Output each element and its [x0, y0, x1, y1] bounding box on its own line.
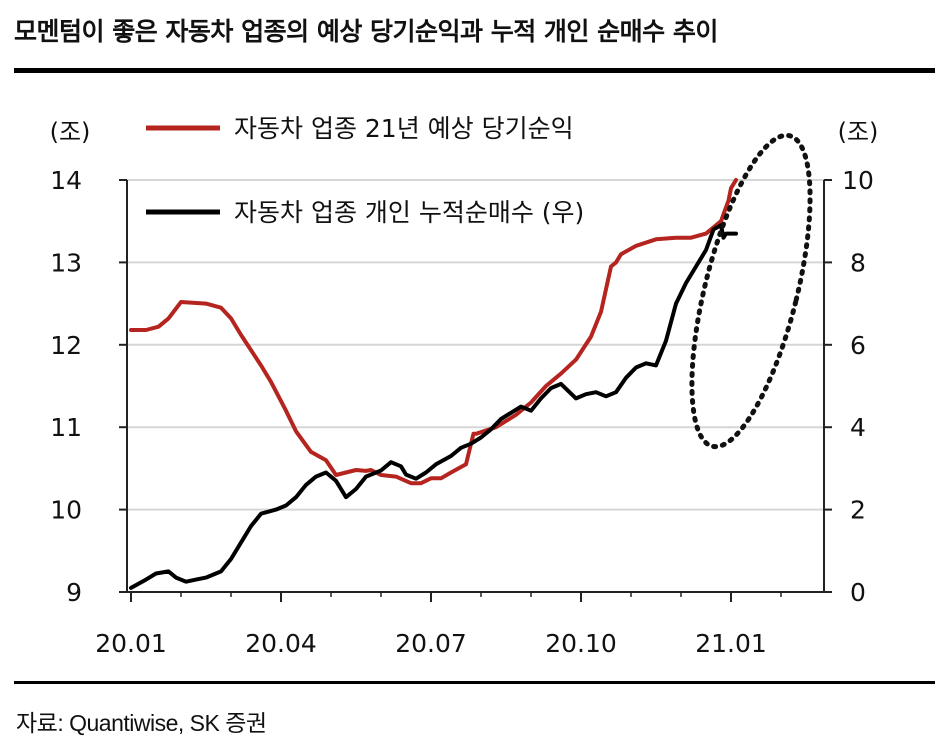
right-tick-label: 0 — [850, 578, 866, 607]
page-title: 모멘텀이 좋은 자동차 업종의 예상 당기순익과 누적 개인 순매수 추이 — [14, 17, 718, 46]
right-tick-label: 2 — [850, 496, 866, 525]
left-tick-label: 14 — [50, 166, 82, 195]
legend-label: 자동차 업종 개인 누적순매수 (우) — [234, 198, 584, 227]
left-tick-label: 9 — [66, 578, 82, 607]
source-note: 자료: Quantiwise, SK 증권 — [16, 710, 267, 736]
left-tick-label: 13 — [50, 248, 82, 277]
right-tick-label: 8 — [850, 248, 866, 277]
title-rule — [14, 68, 935, 73]
x-tick-label: 20.07 — [395, 629, 467, 658]
legend-label: 자동차 업종 21년 예상 당기순익 — [234, 114, 574, 143]
source-rule — [14, 681, 935, 684]
right-axis-unit: (조) — [838, 118, 879, 146]
left-tick-label: 11 — [50, 413, 82, 442]
right-tick-label: 6 — [850, 331, 866, 360]
x-tick-label: 20.10 — [545, 629, 617, 658]
x-tick-label: 20.01 — [95, 629, 167, 658]
series-line-profit — [129, 178, 738, 486]
x-tick-label: 20.04 — [245, 629, 317, 658]
left-tick-label: 10 — [50, 496, 82, 525]
x-tick-label: 21.01 — [695, 629, 767, 658]
right-tick-label: 10 — [842, 166, 874, 195]
series-line-net-buying — [129, 223, 738, 590]
left-axis-unit: (조) — [50, 118, 91, 146]
left-tick-label: 12 — [50, 331, 82, 360]
chart: 9 10 11 12 13 14 0 2 4 6 8 10 (조) (조) 20.01 20.04 20.07 2… — [50, 114, 879, 658]
highlight-ellipse — [689, 132, 813, 450]
right-tick-label: 4 — [850, 413, 866, 442]
